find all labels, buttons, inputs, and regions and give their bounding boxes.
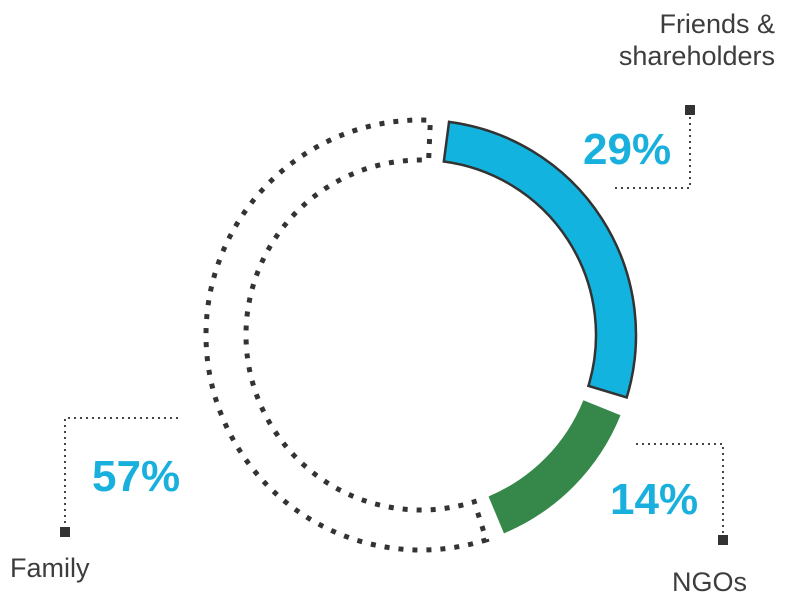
leader-friends-shareholders-marker <box>685 105 695 115</box>
leader-friends-shareholders-line <box>615 110 691 189</box>
slice-family <box>203 117 490 553</box>
data-label-ngos: 14% <box>610 475 699 524</box>
legend-family-label: Family <box>10 553 90 583</box>
data-label-family: 57% <box>92 452 181 501</box>
legend-ngos-label: NGOs <box>672 567 748 597</box>
legend-friends-line-1: Friends & <box>659 9 775 39</box>
leader-ngos-marker <box>718 535 728 545</box>
legend-friends-line-2: shareholders <box>618 41 775 72</box>
slice-ngos <box>488 400 621 534</box>
slice-friends-shareholders <box>442 120 638 400</box>
data-label-friends-shareholders: 29% <box>583 125 672 174</box>
leader-ngos-line <box>636 443 724 540</box>
legend-friends-shareholders-label: Friends & shareholders <box>555 8 775 73</box>
leader-family-marker <box>60 527 70 537</box>
leader-family-line <box>64 417 178 532</box>
